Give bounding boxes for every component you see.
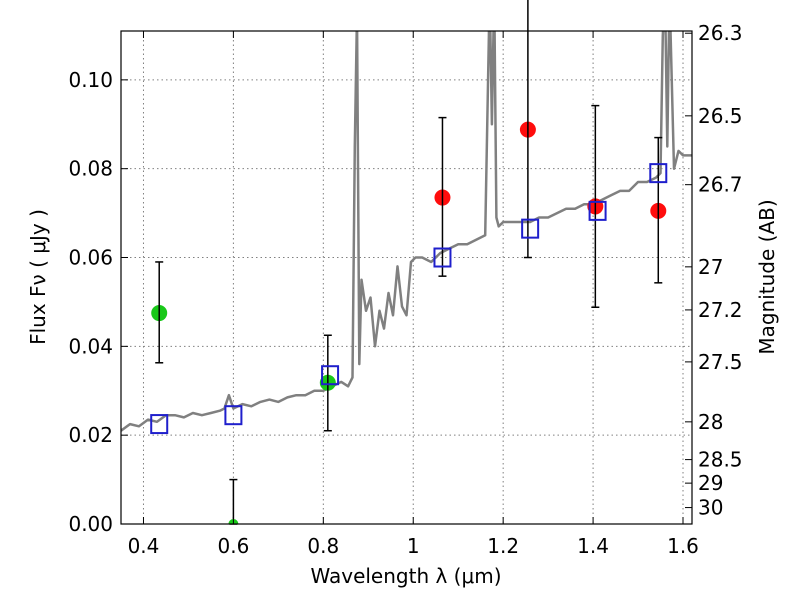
right-tick-label: 28.5 (698, 448, 743, 472)
x-tick-label: 1.2 (487, 534, 519, 558)
x-axis-title: Wavelength λ (μm) (310, 564, 501, 588)
error-bars (150, 0, 668, 525)
x-tick-label: 1.6 (667, 534, 699, 558)
y-tick-label: 0.08 (68, 157, 113, 181)
right-tick-label: 29 (698, 471, 723, 495)
model-square-marker (321, 365, 340, 386)
model-square-marker (150, 414, 169, 435)
model-square-marker (649, 163, 668, 184)
axis-ticks: 0.4 0.6 0.8 1 1.2 1.4 1.6 0.00 0.02 0.04 0.06 0.08 0… (68, 21, 742, 558)
right-tick-label: 27.2 (698, 298, 743, 322)
model-square-marker (521, 218, 540, 239)
model-square-marker (224, 405, 243, 426)
right-tick-label: 26.5 (698, 104, 743, 128)
right-tick-label: 27.5 (698, 350, 743, 374)
plot-frame (120, 30, 693, 525)
x-tick-label: 0.8 (307, 534, 339, 558)
y-tick-label: 0.10 (68, 68, 113, 92)
x-tick-label: 0.6 (217, 534, 249, 558)
model-square-marker (588, 200, 607, 221)
x-tick-label: 1.4 (577, 534, 609, 558)
y-tick-label: 0.04 (68, 334, 113, 358)
spectrum-line (121, 31, 692, 432)
right-axis-title: Magnitude (AB) (755, 199, 779, 354)
right-tick-label: 30 (698, 496, 723, 520)
x-tick-label: 0.4 (128, 534, 160, 558)
right-tick-label: 28 (698, 410, 723, 434)
right-tick-label: 27 (698, 255, 723, 279)
y-tick-label: 0.02 (68, 423, 113, 447)
y-tick-label: 0.06 (68, 246, 113, 270)
y-tick-label: 0.00 (68, 512, 113, 536)
right-tick-label: 26.7 (698, 173, 743, 197)
model-square-marker (433, 247, 452, 268)
right-tick-label: 26.3 (698, 21, 743, 45)
grid-lines (121, 31, 692, 525)
x-tick-label: 1 (407, 534, 420, 558)
y-axis-title: Flux Fν ( μJy ) (26, 209, 50, 345)
